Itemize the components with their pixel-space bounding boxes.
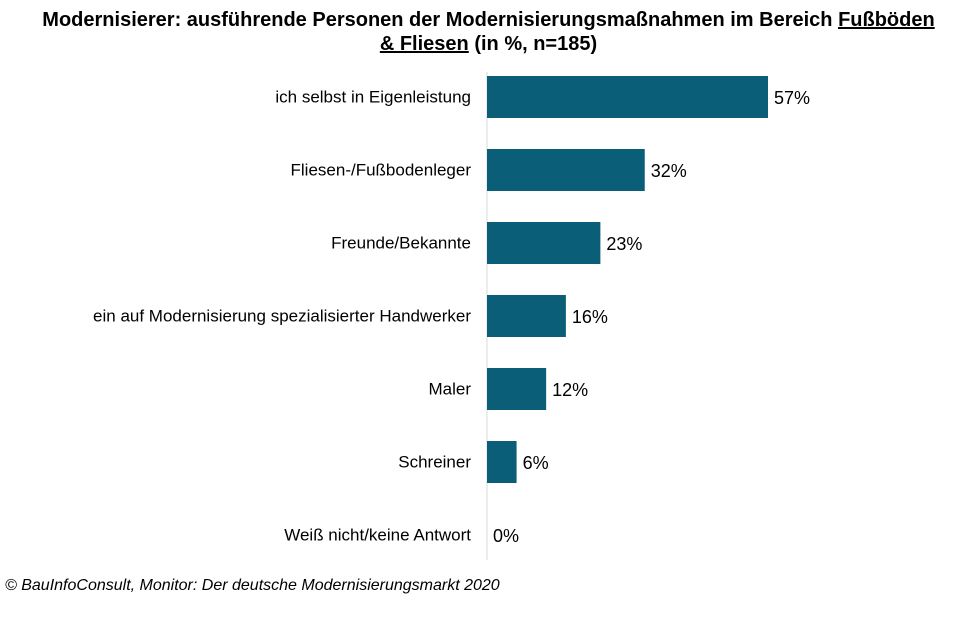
category-label-4: Maler (428, 380, 471, 399)
category-label-1: Fliesen-/Fußbodenleger (291, 161, 472, 180)
source-note: © BauInfoConsult, Monitor: Der deutsche … (5, 577, 500, 594)
value-label-2: 23% (606, 234, 642, 254)
category-label-3: ein auf Modernisierung spezialisierter H… (93, 307, 471, 326)
value-label-6: 0% (493, 526, 519, 546)
value-label-5: 6% (523, 453, 549, 473)
chart-title-text: Modernisierer: ausführende Personen der … (42, 9, 839, 31)
bar-5 (487, 441, 517, 483)
category-label-2: Freunde/Bekannte (331, 234, 471, 253)
value-label-0: 57% (774, 88, 810, 108)
value-label-3: 16% (572, 307, 608, 327)
bar-4 (487, 368, 547, 410)
chart-title-suffix: (in %, n=185) (468, 33, 598, 55)
bar-3 (487, 295, 566, 337)
bar-1 (487, 149, 645, 191)
value-label-4: 12% (552, 380, 588, 400)
category-label-5: Schreiner (398, 453, 471, 472)
category-label-6: Weiß nicht/keine Antwort (284, 526, 471, 545)
value-label-1: 32% (651, 161, 687, 181)
category-label-0: ich selbst in Eigenleistung (275, 88, 471, 107)
chart-title: Modernisierer: ausführende Personen der … (0, 8, 977, 56)
bar-0 (487, 76, 768, 118)
bar-2 (487, 222, 601, 264)
chart-title-underlined-1: Fußböden (838, 9, 935, 31)
chart-title-underlined-2: & Fliesen (379, 33, 469, 55)
